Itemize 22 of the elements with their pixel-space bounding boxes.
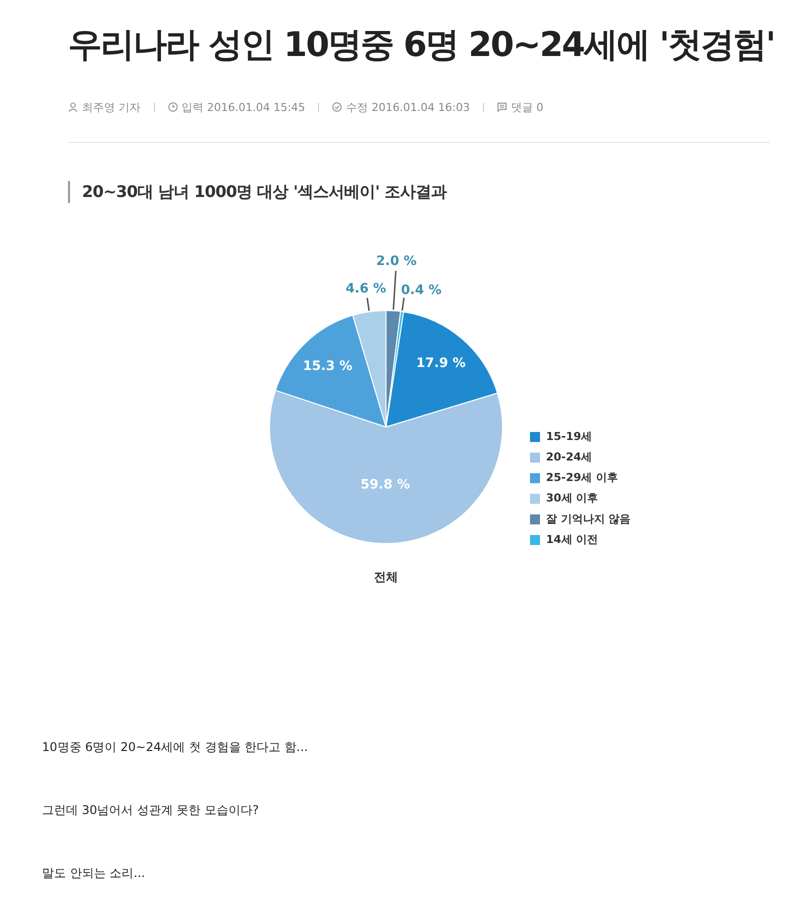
- text: 입력 2016.01.04 15:45: [182, 100, 306, 114]
- legend-label: 25-29세 이후: [546, 471, 618, 484]
- text: 전체: [374, 569, 398, 586]
- legend-label: 15-19세: [546, 430, 592, 443]
- text: 10명중 6명이 20~24세에 첫 경험을 한다고 함...: [42, 739, 308, 756]
- text: 그런데 30넘어서 성관계 못한 모습이다?: [42, 802, 259, 819]
- legend-label: 30세 이후: [546, 492, 598, 505]
- data-label: 15.3 %: [302, 359, 352, 374]
- legend-label: 잘 기억나지 않음: [546, 512, 631, 526]
- text: 최주영 기자: [82, 100, 140, 114]
- text: 말도 안되는 소리...: [42, 865, 146, 882]
- chart-title: 우리나라 성인 10명중 6명 20~24세에 '첫경험': [68, 24, 775, 67]
- data-label: 0.4 %: [400, 283, 442, 298]
- data-label: 4.6 %: [346, 281, 386, 296]
- data-label: 17.9 %: [416, 356, 466, 371]
- legend-label: 14세 이전: [546, 532, 598, 546]
- chart-subtitle: 20~30대 남녀 1000명 대상 '섹스서베이' 조사결과: [82, 181, 447, 203]
- text: 수정 2016.01.04 16:03: [346, 100, 470, 114]
- data-label: 59.8 %: [360, 478, 410, 493]
- text: 댓글 0: [510, 100, 544, 114]
- legend-label: 20-24세: [546, 450, 592, 464]
- data-label: 2.0 %: [376, 254, 417, 270]
